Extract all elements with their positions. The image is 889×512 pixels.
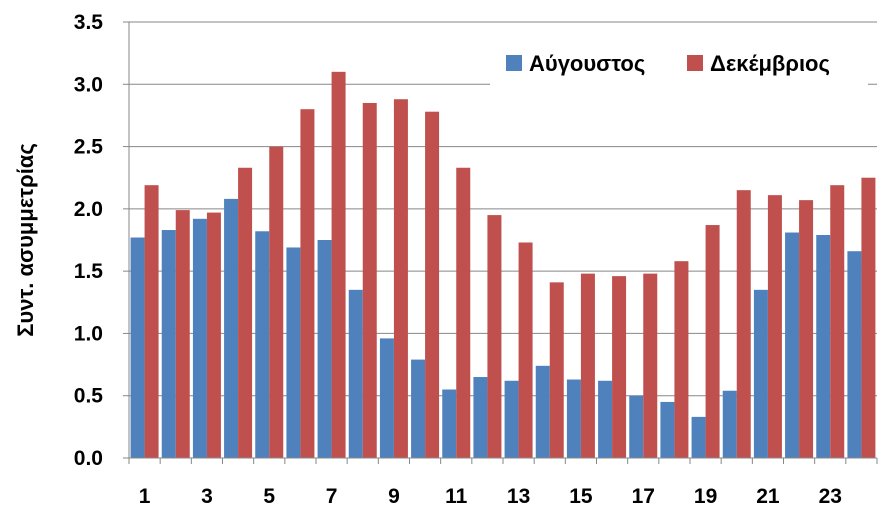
bar-december (238, 167, 253, 458)
bar-december (175, 210, 190, 458)
bar-december (487, 215, 502, 458)
bar-december (643, 273, 658, 458)
bar-december (767, 195, 782, 458)
legend-swatch-december (687, 55, 703, 71)
bar-december (269, 146, 284, 458)
bar-august (255, 231, 270, 458)
x-tick-label: 7 (326, 485, 338, 508)
bar-august (816, 235, 831, 458)
x-tick-label: 5 (263, 485, 275, 508)
bar-august (504, 380, 519, 458)
bar-august (379, 338, 394, 458)
y-tick-label: 2.0 (74, 198, 103, 221)
bar-august (566, 379, 581, 458)
bar-august (629, 395, 644, 458)
bar-august (473, 377, 488, 458)
y-tick-label: 0.0 (74, 447, 103, 470)
legend: Αύγουστος Δεκέμβριος (490, 40, 868, 86)
x-tick-label: 19 (694, 485, 717, 508)
gridlines (123, 21, 877, 459)
bar-december (331, 71, 346, 458)
x-tick-label: 11 (445, 485, 468, 508)
y-tick-label: 3.0 (74, 73, 103, 96)
bar-december (393, 99, 408, 458)
legend-swatch-august (506, 55, 522, 71)
bar-august (753, 289, 768, 458)
bar-december (425, 111, 440, 458)
bar-august (286, 247, 301, 458)
legend-label-december: Δεκέμβριος (710, 51, 830, 76)
bar-december (300, 109, 315, 458)
bar-december (518, 242, 533, 458)
x-tick-label: 15 (569, 485, 593, 508)
bars (130, 71, 876, 459)
bar-december (830, 185, 845, 458)
bar-august (192, 218, 207, 458)
bar-december (705, 225, 720, 458)
bar-august (691, 416, 706, 458)
bar-august (535, 365, 550, 458)
bar-august (411, 359, 426, 458)
bar-december (580, 273, 595, 458)
bar-august (224, 198, 239, 458)
bar-august (317, 240, 332, 458)
y-tick-label: 2.5 (74, 136, 104, 159)
x-tick-label: 13 (507, 485, 530, 508)
bar-december (456, 167, 471, 458)
bar-august (598, 380, 613, 458)
bar-august (130, 237, 145, 458)
bar-december (612, 276, 627, 458)
bar-august (348, 289, 363, 458)
y-tick-label: 0.5 (74, 385, 104, 408)
x-tick-label: 9 (388, 485, 400, 508)
x-tick-label: 17 (632, 485, 655, 508)
x-tick-label: 23 (819, 485, 842, 508)
bar-august (847, 251, 862, 458)
bar-december (674, 261, 689, 458)
x-tick-label: 1 (139, 485, 151, 508)
x-tick-label: 3 (201, 485, 213, 508)
bar-december (549, 282, 564, 458)
legend-label-august: Αύγουστος (529, 51, 645, 76)
bar-august (785, 232, 800, 458)
bar-august (660, 401, 675, 458)
bar-december (861, 177, 876, 458)
y-tick-label: 1.5 (74, 260, 104, 283)
bar-december (206, 212, 221, 458)
bar-august (161, 230, 176, 458)
bar-december (362, 102, 377, 458)
axes (128, 22, 878, 464)
bar-august (722, 390, 737, 458)
bar-august (442, 389, 457, 458)
bar-december (736, 190, 751, 459)
legend-background (490, 40, 868, 86)
y-tick-labels: 0.0 0.5 1.0 1.5 2.0 2.5 3.0 3.5 (74, 11, 104, 470)
x-tick-labels: 1 3 5 7 9 11 13 15 17 19 21 23 (139, 485, 842, 508)
bar-december (799, 200, 814, 458)
y-tick-label: 3.5 (74, 11, 104, 34)
x-tick-label: 21 (756, 485, 780, 508)
bar-december (144, 185, 159, 458)
y-tick-label: 1.0 (74, 322, 103, 345)
y-axis-title: Συντ. ασυμμετρίας (13, 143, 38, 337)
